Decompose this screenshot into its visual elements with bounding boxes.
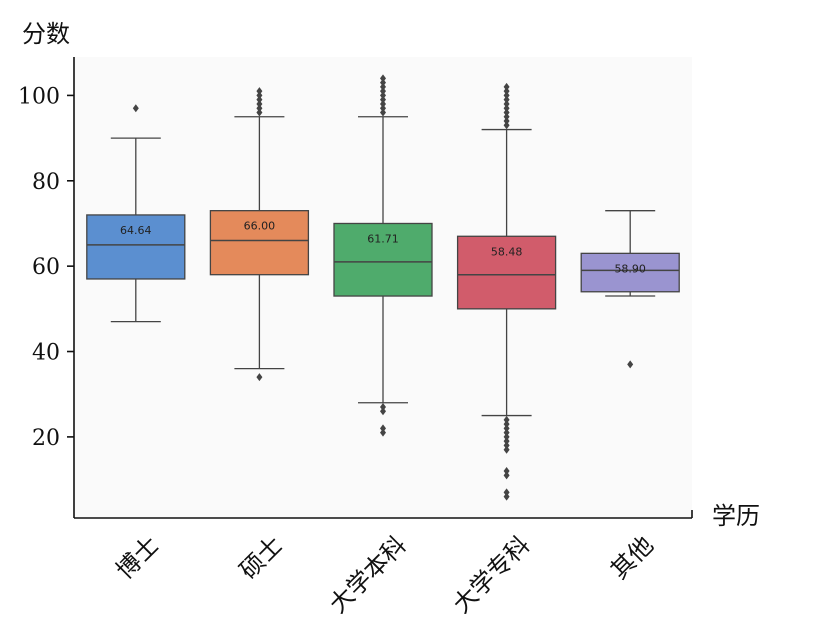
outlier-point	[503, 121, 510, 130]
box-group-2: 66.00	[209, 87, 310, 382]
x-category-label: 大学本科	[324, 531, 412, 619]
y-ticks-layer: 20 40 60 80 100	[18, 84, 74, 451]
box-group-4: 58.48	[456, 82, 557, 501]
iqr-box	[209, 210, 310, 276]
iqr-box	[333, 222, 433, 297]
iqr-box	[86, 214, 186, 280]
outlier-point	[503, 91, 510, 100]
outlier-point	[380, 95, 386, 104]
iqr-box	[580, 252, 680, 293]
outlier-point	[503, 467, 510, 476]
outlier-point	[256, 99, 263, 108]
outlier-point	[380, 108, 386, 117]
outlier-point	[503, 415, 510, 424]
x-category-label: 大学专科	[448, 531, 536, 619]
boxes-layer: 64.64 66.00 61.71 58.48 58.90	[86, 74, 680, 501]
x-category-label: 其他	[605, 531, 659, 585]
box-group-5: 58.90	[580, 210, 680, 369]
outlier-point	[256, 87, 263, 96]
outlier-point	[380, 91, 386, 100]
box-group-3: 61.71	[333, 74, 433, 437]
outlier-point	[380, 82, 386, 91]
outlier-point	[503, 420, 510, 429]
outlier-point	[503, 432, 510, 441]
outlier-point	[380, 407, 386, 416]
y-tick-label: 80	[32, 170, 60, 195]
outlier-point	[256, 91, 263, 100]
outlier-point	[503, 428, 510, 437]
outlier-point	[256, 104, 263, 113]
y-tick-label: 100	[18, 84, 60, 109]
outlier-point	[503, 117, 510, 126]
iqr-box	[456, 235, 557, 310]
outlier-point	[503, 441, 510, 450]
outlier-point	[503, 95, 510, 104]
outlier-point	[256, 108, 263, 117]
box-group-1: 64.64	[86, 104, 186, 323]
outlier-point	[503, 492, 510, 501]
mean-label: 61.71	[367, 232, 399, 245]
y-tick-label: 20	[32, 426, 60, 451]
y-tick-label: 60	[32, 255, 60, 280]
outlier-point	[503, 445, 510, 454]
outlier-point	[503, 437, 510, 446]
outlier-point	[256, 373, 263, 382]
outlier-point	[256, 95, 263, 104]
outlier-point	[503, 471, 510, 480]
outlier-point	[380, 99, 386, 108]
y-tick-label: 40	[32, 341, 60, 366]
x-category-label: 硕士	[234, 531, 288, 585]
outlier-point	[503, 82, 510, 91]
x-axis-title: 学历	[712, 502, 760, 530]
outlier-point	[503, 424, 510, 433]
outlier-point	[380, 87, 386, 96]
outlier-point	[503, 112, 510, 121]
x-category-label: 博士	[111, 531, 165, 585]
outlier-point	[627, 360, 634, 369]
outlier-point	[503, 104, 510, 113]
mean-label: 58.90	[614, 262, 646, 275]
x-labels-layer: 博士 硕士 大学本科 大学专科 其他	[111, 531, 659, 619]
outlier-point	[380, 403, 386, 412]
outlier-point	[503, 87, 510, 96]
outlier-point	[503, 108, 510, 117]
mean-label: 64.64	[120, 224, 152, 237]
outlier-point	[380, 104, 386, 113]
mean-label: 66.00	[244, 220, 276, 233]
outlier-point	[380, 428, 386, 437]
outlier-point	[380, 74, 386, 83]
outlier-point	[132, 104, 139, 113]
y-axis-title: 分数	[22, 20, 70, 48]
outlier-point	[503, 99, 510, 108]
mean-label: 58.48	[491, 245, 523, 258]
outlier-point	[380, 78, 386, 87]
outlier-point	[380, 424, 386, 433]
outlier-point	[503, 488, 510, 497]
